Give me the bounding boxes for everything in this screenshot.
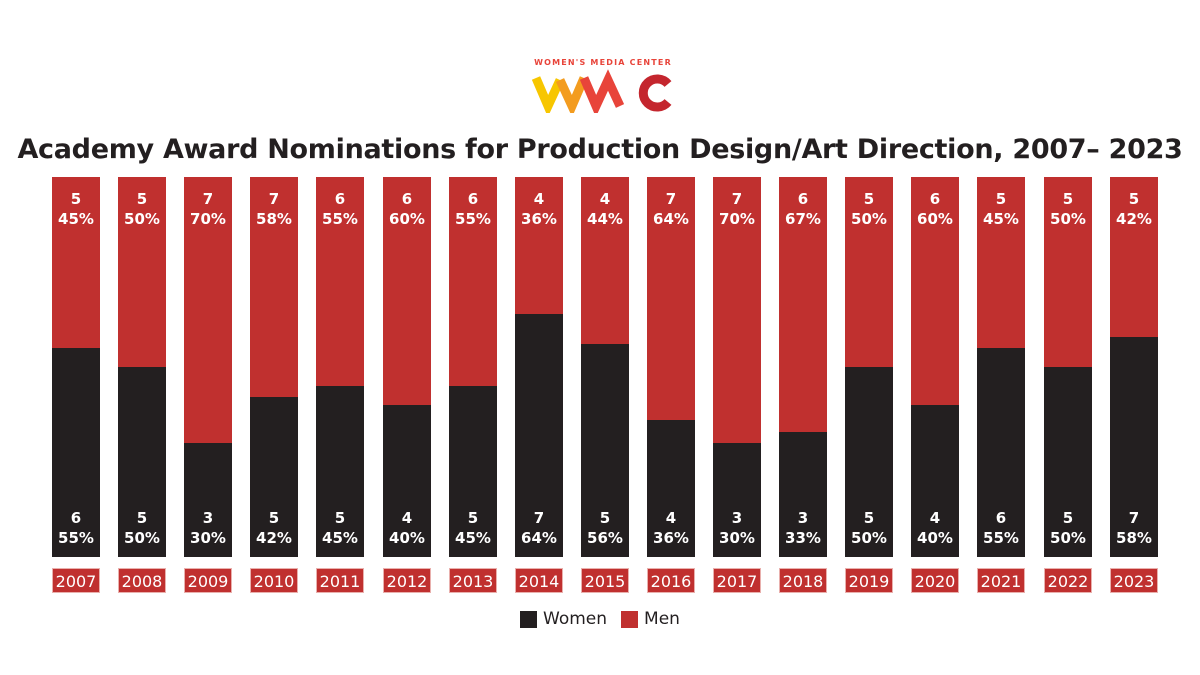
- bar-men: [515, 177, 563, 314]
- label-women: 6 55%: [983, 509, 1019, 547]
- label-women: 6 55%: [58, 509, 94, 547]
- logo-text: WOMEN'S MEDIA CENTER: [534, 58, 672, 67]
- bar-men: [184, 177, 232, 443]
- bar-women: [581, 344, 629, 557]
- year-label: 2023: [1110, 568, 1158, 593]
- legend: Women Men: [0, 609, 1200, 629]
- label-men: 5 50%: [1050, 190, 1086, 228]
- bar-men: [316, 177, 364, 386]
- legend-swatch-men: [621, 610, 639, 628]
- label-men: 6 67%: [785, 190, 821, 228]
- bar-women: [647, 420, 695, 557]
- label-men: 5 50%: [851, 190, 887, 228]
- bar-men: [581, 177, 629, 345]
- bar-women: [977, 348, 1025, 557]
- year-label: 2015: [581, 568, 629, 593]
- label-men: 6 60%: [917, 190, 953, 228]
- bar-women: [52, 348, 100, 557]
- bar-men: [977, 177, 1025, 348]
- bar-men: [449, 177, 497, 386]
- bar-women: [911, 405, 959, 557]
- year-label: 2012: [383, 568, 431, 593]
- bar-women: [316, 386, 364, 557]
- legend-men: Men: [621, 609, 680, 629]
- year-label: 2011: [316, 568, 364, 593]
- wmc-logo: WOMEN'S MEDIA CENTER: [528, 58, 678, 113]
- label-men: 6 60%: [389, 190, 425, 228]
- bar-men: [779, 177, 827, 432]
- label-men: 7 64%: [653, 190, 689, 228]
- label-men: 7 58%: [256, 190, 292, 228]
- bar-women: [515, 313, 563, 557]
- year-label: 2014: [515, 568, 563, 593]
- year-label: 2016: [647, 568, 695, 593]
- label-men: 5 50%: [124, 190, 160, 228]
- label-men: 5 45%: [983, 190, 1019, 228]
- label-women: 4 36%: [653, 509, 689, 547]
- bar-men: [845, 177, 893, 367]
- bar-men: [250, 177, 298, 398]
- bar-men: [118, 177, 166, 367]
- bar-men: [1044, 177, 1092, 367]
- bar-men: [1110, 177, 1158, 337]
- label-women: 3 30%: [719, 509, 755, 547]
- bar-women: [383, 405, 431, 557]
- label-women: 5 56%: [587, 509, 623, 547]
- year-label: 2021: [977, 568, 1025, 593]
- year-label: 2020: [911, 568, 959, 593]
- year-label: 2009: [184, 568, 232, 593]
- label-men: 6 55%: [455, 190, 491, 228]
- label-women: 7 64%: [521, 509, 557, 547]
- year-label: 2010: [250, 568, 298, 593]
- year-label: 2013: [449, 568, 497, 593]
- label-women: 5 50%: [124, 509, 160, 547]
- bar-women: [779, 431, 827, 557]
- bar-women: [184, 443, 232, 557]
- bar-men: [52, 177, 100, 348]
- legend-label-men: Men: [644, 609, 680, 629]
- year-label: 2008: [118, 568, 166, 593]
- bar-men: [911, 177, 959, 405]
- bar-women: [250, 397, 298, 557]
- label-women: 5 42%: [256, 509, 292, 547]
- label-men: 5 45%: [58, 190, 94, 228]
- bar-men: [647, 177, 695, 421]
- legend-swatch-women: [520, 610, 538, 628]
- year-label: 2018: [779, 568, 827, 593]
- label-women: 3 33%: [785, 509, 821, 547]
- legend-women: Women: [520, 609, 607, 629]
- label-women: 5 45%: [322, 509, 358, 547]
- label-women: 5 50%: [1050, 509, 1086, 547]
- label-women: 5 50%: [851, 509, 887, 547]
- label-women: 7 58%: [1116, 509, 1152, 547]
- legend-label-women: Women: [543, 609, 608, 629]
- bar-women: [449, 386, 497, 557]
- label-women: 4 40%: [917, 509, 953, 547]
- label-men: 7 70%: [190, 190, 226, 228]
- label-women: 3 30%: [190, 509, 226, 547]
- bar-women: [845, 367, 893, 557]
- label-men: 7 70%: [719, 190, 755, 228]
- chart-title: Academy Award Nominations for Production…: [17, 134, 1183, 165]
- label-men: 4 36%: [521, 190, 557, 228]
- label-women: 4 40%: [389, 509, 425, 547]
- label-men: 4 44%: [587, 190, 623, 228]
- bar-women: [1110, 336, 1158, 557]
- bar-men: [383, 177, 431, 405]
- year-label: 2022: [1044, 568, 1092, 593]
- bar-women: [1044, 367, 1092, 557]
- label-women: 5 45%: [455, 509, 491, 547]
- label-men: 5 42%: [1116, 190, 1152, 228]
- bar-women: [118, 367, 166, 557]
- bar-women: [713, 443, 761, 557]
- label-men: 6 55%: [322, 190, 358, 228]
- year-label: 2007: [52, 568, 100, 593]
- year-label: 2017: [713, 568, 761, 593]
- year-label: 2019: [845, 568, 893, 593]
- bar-men: [713, 177, 761, 443]
